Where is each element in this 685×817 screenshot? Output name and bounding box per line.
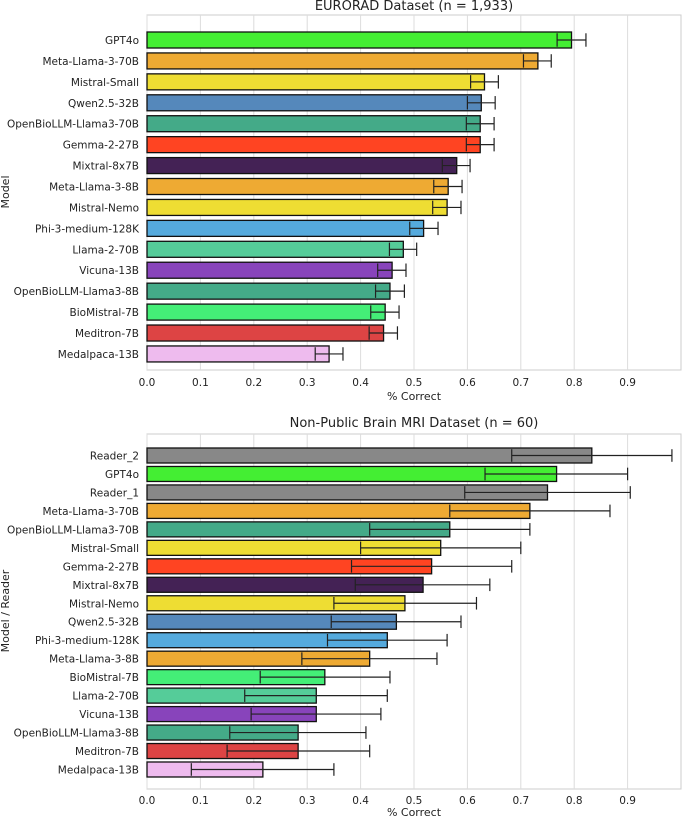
bar (146, 31, 573, 49)
x-tick-label: 0.1 (192, 795, 209, 807)
x-tick-label: 0.8 (566, 795, 583, 807)
bar (146, 115, 481, 133)
y-tick-label: Meta-Llama-3-8B (49, 182, 139, 194)
y-tick-label: Medalpaca-13B (58, 764, 139, 776)
y-tick-label: Mixtral-8x7B (72, 580, 139, 592)
y-tick-label: Vicuna-13B (79, 265, 139, 277)
y-tick-label: GPT4o (105, 35, 139, 47)
x-tick-label: 0.0 (139, 377, 156, 389)
bar (146, 240, 404, 258)
x-tick-label: 0.6 (459, 377, 476, 389)
y-tick-label: Mistral-Small (71, 77, 139, 89)
brain-mri-chart: Reader_2 GPT4o Reader_1 Meta-Llama-3-70B Ope… (0, 416, 682, 817)
y-tick-label: Mistral-Nemo (69, 202, 139, 214)
y-tick-label: Qwen2.5-32B (68, 617, 139, 629)
x-tick-label: 0.3 (299, 795, 316, 807)
y-tick-label: OpenBioLLM-Llama3-70B (7, 119, 139, 131)
y-tick-label: Reader_2 (90, 451, 139, 463)
chart-title: EURORAD Dataset (n = 1,933) (315, 0, 513, 14)
eurorad-chart: GPT4o Meta-Llama-3-70B Mistral-Small Qwen2.… (0, 0, 682, 403)
bar (146, 261, 393, 279)
x-tick-label: 0.7 (512, 795, 529, 807)
x-tick-label: 0.1 (192, 377, 209, 389)
x-tick-label: 0.4 (352, 795, 369, 807)
y-axis-label: Model (0, 175, 12, 208)
y-tick-label: Gemma-2-27B (63, 561, 139, 573)
y-tick-label: Llama-2-70B (72, 244, 139, 256)
x-tick-label: 0.4 (352, 377, 369, 389)
x-tick-label: 0.2 (245, 377, 262, 389)
bar (146, 345, 330, 363)
y-tick-label: Llama-2-70B (72, 691, 139, 703)
y-tick-label: Gemma-2-27B (63, 140, 139, 152)
y-tick-label: OpenBioLLM-Llama3-8B (14, 728, 139, 740)
y-tick-label: Vicuna-13B (79, 709, 139, 721)
bar (146, 219, 425, 238)
x-axis-label: % Correct (387, 390, 442, 403)
y-tick-label: Meditron-7B (75, 328, 139, 340)
bar (146, 156, 458, 175)
bar (146, 324, 385, 342)
y-tick-label: Phi-3-medium-128K (35, 223, 140, 235)
y-tick-label: Qwen2.5-32B (68, 98, 139, 110)
y-tick-label: Mixtral-8x7B (72, 161, 139, 173)
x-tick-label: 0.8 (566, 377, 583, 389)
y-tick-label: Meta-Llama-3-70B (42, 56, 139, 68)
bar (146, 52, 539, 70)
x-tick-label: 0.9 (619, 377, 636, 389)
y-tick-label: Meta-Llama-3-8B (49, 654, 139, 666)
x-tick-label: 0.3 (299, 377, 316, 389)
bar (146, 73, 486, 91)
y-tick-label: GPT4o (105, 469, 139, 481)
chart-title: Non-Public Brain MRI Dataset (n = 60) (290, 416, 539, 431)
y-tick-label: Mistral-Small (71, 543, 139, 555)
y-tick-label: Mistral-Nemo (69, 598, 139, 610)
y-axis-label: Model / Reader (0, 569, 12, 652)
y-tick-label: Medalpaca-13B (58, 349, 139, 361)
bar (146, 198, 448, 217)
y-tick-label: OpenBioLLM-Llama3-70B (7, 524, 139, 536)
x-axis-label: % Correct (387, 806, 442, 817)
bar (146, 135, 481, 154)
y-tick-label: Meta-Llama-3-70B (42, 506, 139, 518)
y-tick-label: Reader_1 (90, 487, 139, 499)
x-tick-label: 0.7 (512, 377, 529, 389)
x-tick-label: 0.2 (245, 795, 262, 807)
y-tick-label: Phi-3-medium-128K (35, 635, 140, 647)
y-tick-label: BioMistral-7B (70, 307, 139, 319)
x-tick-label: 0.5 (406, 377, 423, 389)
bar (146, 282, 391, 300)
bar (146, 303, 386, 321)
y-tick-label: Meditron-7B (75, 746, 139, 758)
y-tick-label: OpenBioLLM-Llama3-8B (14, 286, 139, 298)
x-tick-label: 0.5 (406, 795, 423, 807)
x-tick-label: 0.0 (139, 795, 156, 807)
bar (146, 177, 449, 196)
y-tick-label: BioMistral-7B (70, 672, 139, 684)
x-tick-label: 0.9 (619, 795, 636, 807)
x-tick-label: 0.6 (459, 795, 476, 807)
bar (146, 94, 482, 112)
